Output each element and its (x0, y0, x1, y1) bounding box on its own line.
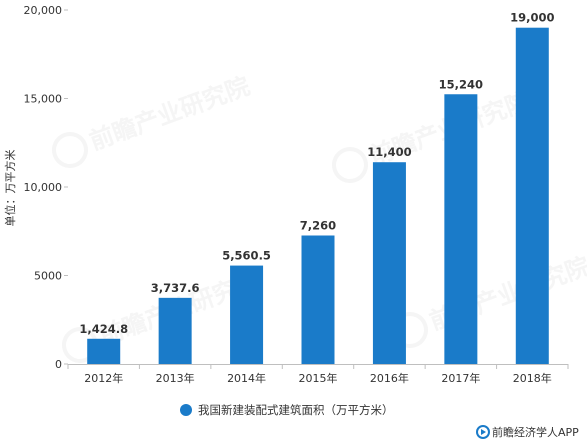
y-axis: 0 5000 10,000 15,000 20,000 (24, 4, 68, 371)
bar (515, 27, 549, 364)
legend-marker (180, 404, 192, 416)
bar-value-label: 3,737.6 (151, 281, 200, 295)
x-tick-label: 2012年 (84, 371, 123, 385)
bars-group (87, 27, 549, 364)
bar-value-label: 1,424.8 (79, 322, 128, 336)
x-tick-label: 2018年 (513, 371, 552, 385)
y-axis-title: 单位：万平方米 (3, 150, 17, 227)
watermark-text: 前瞻产业研究院 (86, 72, 253, 156)
x-tick-label: 2016年 (370, 371, 409, 385)
y-tick-label: 10,000 (24, 181, 63, 194)
y-tick-label: 0 (55, 358, 62, 371)
bar-value-label: 15,240 (439, 77, 483, 91)
source-credit: 前瞻经济学人APP (476, 425, 579, 439)
x-tick-label: 2014年 (227, 371, 266, 385)
bar (158, 297, 192, 364)
data-labels-group: 1,424.8 3,737.6 5,560.5 7,260 11,400 15,240 19… (79, 11, 554, 336)
bar (444, 94, 478, 364)
x-tick-label: 2013年 (156, 371, 195, 385)
watermark-stamp: 前瞻产业研究院 (392, 252, 587, 348)
bar (301, 235, 335, 364)
watermark-stamp: 前瞻产业研究院 (52, 72, 253, 168)
bar-value-label: 5,560.5 (222, 249, 271, 263)
qianzhan-logo-icon (476, 425, 490, 439)
source-text: 前瞻经济学人APP (492, 425, 579, 439)
bar (87, 338, 121, 364)
x-tick-label: 2017年 (441, 371, 480, 385)
bar-value-label: 7,260 (300, 218, 336, 232)
legend: 我国新建装配式建筑面积（万平方米） (180, 403, 394, 417)
legend-label: 我国新建装配式建筑面积（万平方米） (198, 403, 394, 417)
bar (372, 162, 406, 364)
x-tick-label: 2015年 (299, 371, 338, 385)
bar-value-label: 19,000 (510, 11, 554, 25)
y-tick-label: 15,000 (24, 93, 63, 106)
x-axis-ticks: 2012年 2013年 2014年 2015年 2016年 2017年 2018年 (67, 364, 569, 385)
watermark-stamp: 前瞻产业研究院 (332, 87, 533, 183)
y-tick-label: 20,000 (24, 4, 63, 17)
y-tick-label: 5000 (34, 270, 62, 283)
bar-value-label: 11,400 (367, 145, 411, 159)
bar (230, 265, 264, 364)
